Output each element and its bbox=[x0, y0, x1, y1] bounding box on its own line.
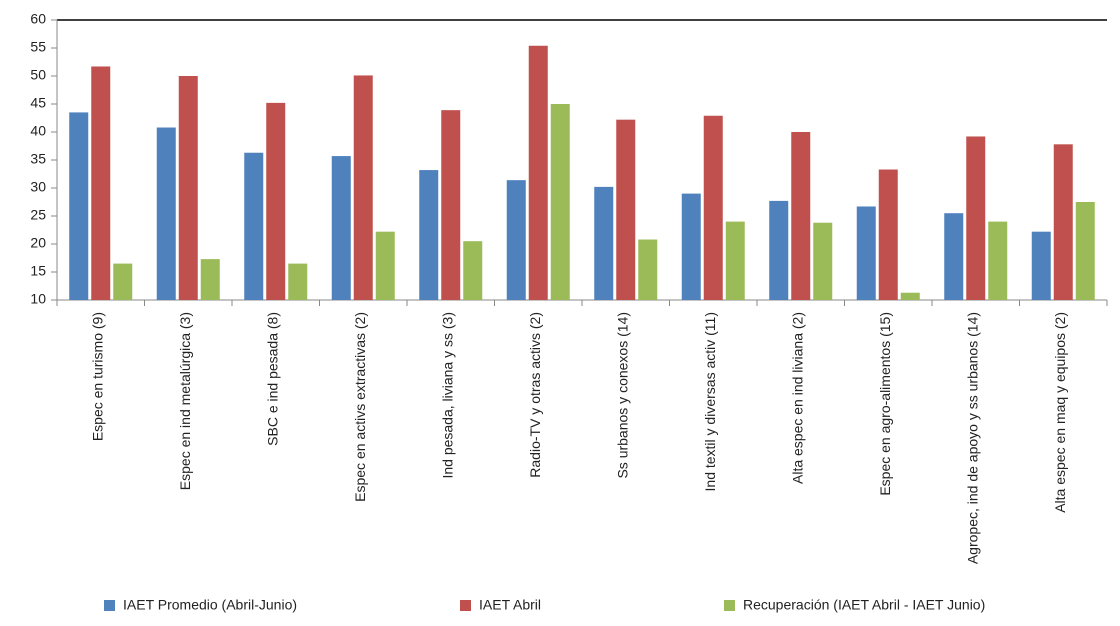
bar bbox=[638, 239, 658, 300]
bar bbox=[441, 110, 461, 300]
bar bbox=[813, 222, 833, 300]
y-tick-label: 40 bbox=[30, 123, 46, 139]
legend-label: Recuperación (IAET Abril - IAET Junio) bbox=[743, 597, 985, 613]
bar bbox=[113, 263, 133, 300]
legend-marker bbox=[460, 600, 471, 611]
bar bbox=[616, 119, 636, 301]
bar bbox=[178, 76, 198, 300]
x-tick-label: SBC e ind pesada (8) bbox=[264, 312, 280, 446]
bar bbox=[528, 45, 548, 301]
bar bbox=[91, 66, 111, 300]
legend-marker bbox=[104, 600, 115, 611]
bar bbox=[988, 221, 1008, 300]
x-tick-label: Alta espec en ind liviana (2) bbox=[789, 312, 805, 484]
bar bbox=[878, 169, 898, 300]
bar bbox=[244, 152, 264, 300]
y-tick-label: 30 bbox=[30, 179, 46, 195]
bar bbox=[1075, 202, 1095, 300]
x-tick-label: Espec en ind metalúrgica (3) bbox=[177, 312, 193, 490]
bar bbox=[791, 132, 811, 300]
bar bbox=[200, 259, 220, 300]
y-tick-label: 45 bbox=[30, 95, 46, 111]
y-tick-label: 35 bbox=[30, 151, 46, 167]
y-tick-label: 20 bbox=[30, 235, 46, 251]
bar bbox=[769, 200, 789, 300]
x-tick-label: Espec en agro-alimentos (15) bbox=[877, 312, 893, 496]
x-tick-label: Espec en activs extractivas (2) bbox=[352, 312, 368, 502]
legend-label: IAET Abril bbox=[479, 597, 541, 613]
bar bbox=[725, 221, 745, 300]
bar bbox=[375, 231, 395, 300]
x-tick-label: Ind pesada, liviana y ss (3) bbox=[439, 312, 455, 479]
x-tick-label: Espec en turismo (9) bbox=[89, 312, 105, 441]
bar bbox=[900, 292, 920, 300]
bar bbox=[419, 170, 439, 300]
bar bbox=[506, 180, 526, 300]
x-tick-label: Alta espec en maq y equipos (2) bbox=[1052, 312, 1068, 513]
bar bbox=[331, 156, 351, 300]
y-tick-label: 50 bbox=[30, 67, 46, 83]
y-tick-label: 60 bbox=[30, 11, 46, 27]
x-tick-label: Radio-TV y otras activs (2) bbox=[527, 312, 543, 478]
bar bbox=[856, 206, 876, 300]
bar bbox=[703, 115, 723, 300]
y-tick-label: 15 bbox=[30, 263, 46, 279]
x-tick-label: Ind textil y diversas activ (11) bbox=[702, 312, 718, 491]
bar bbox=[69, 112, 89, 301]
legend-label: IAET Promedio (Abril-Junio) bbox=[123, 597, 297, 613]
bar bbox=[1031, 231, 1051, 300]
bar bbox=[944, 213, 964, 300]
bar bbox=[353, 75, 373, 300]
y-tick-label: 25 bbox=[30, 207, 46, 223]
bar bbox=[966, 136, 986, 300]
x-tick-label: Agropec, ind de apoyo y ss urbanos (14) bbox=[964, 312, 980, 564]
bar bbox=[681, 193, 701, 300]
legend-marker bbox=[724, 600, 735, 611]
bar bbox=[550, 104, 570, 300]
bar bbox=[463, 241, 483, 300]
bar bbox=[1053, 144, 1073, 300]
bar bbox=[266, 102, 286, 300]
bar bbox=[156, 127, 176, 301]
x-tick-label: Ss urbanos y conexos (14) bbox=[614, 312, 630, 479]
y-tick-label: 55 bbox=[30, 39, 46, 55]
bar bbox=[594, 186, 614, 300]
y-tick-label: 10 bbox=[30, 291, 46, 307]
bar bbox=[288, 263, 308, 300]
